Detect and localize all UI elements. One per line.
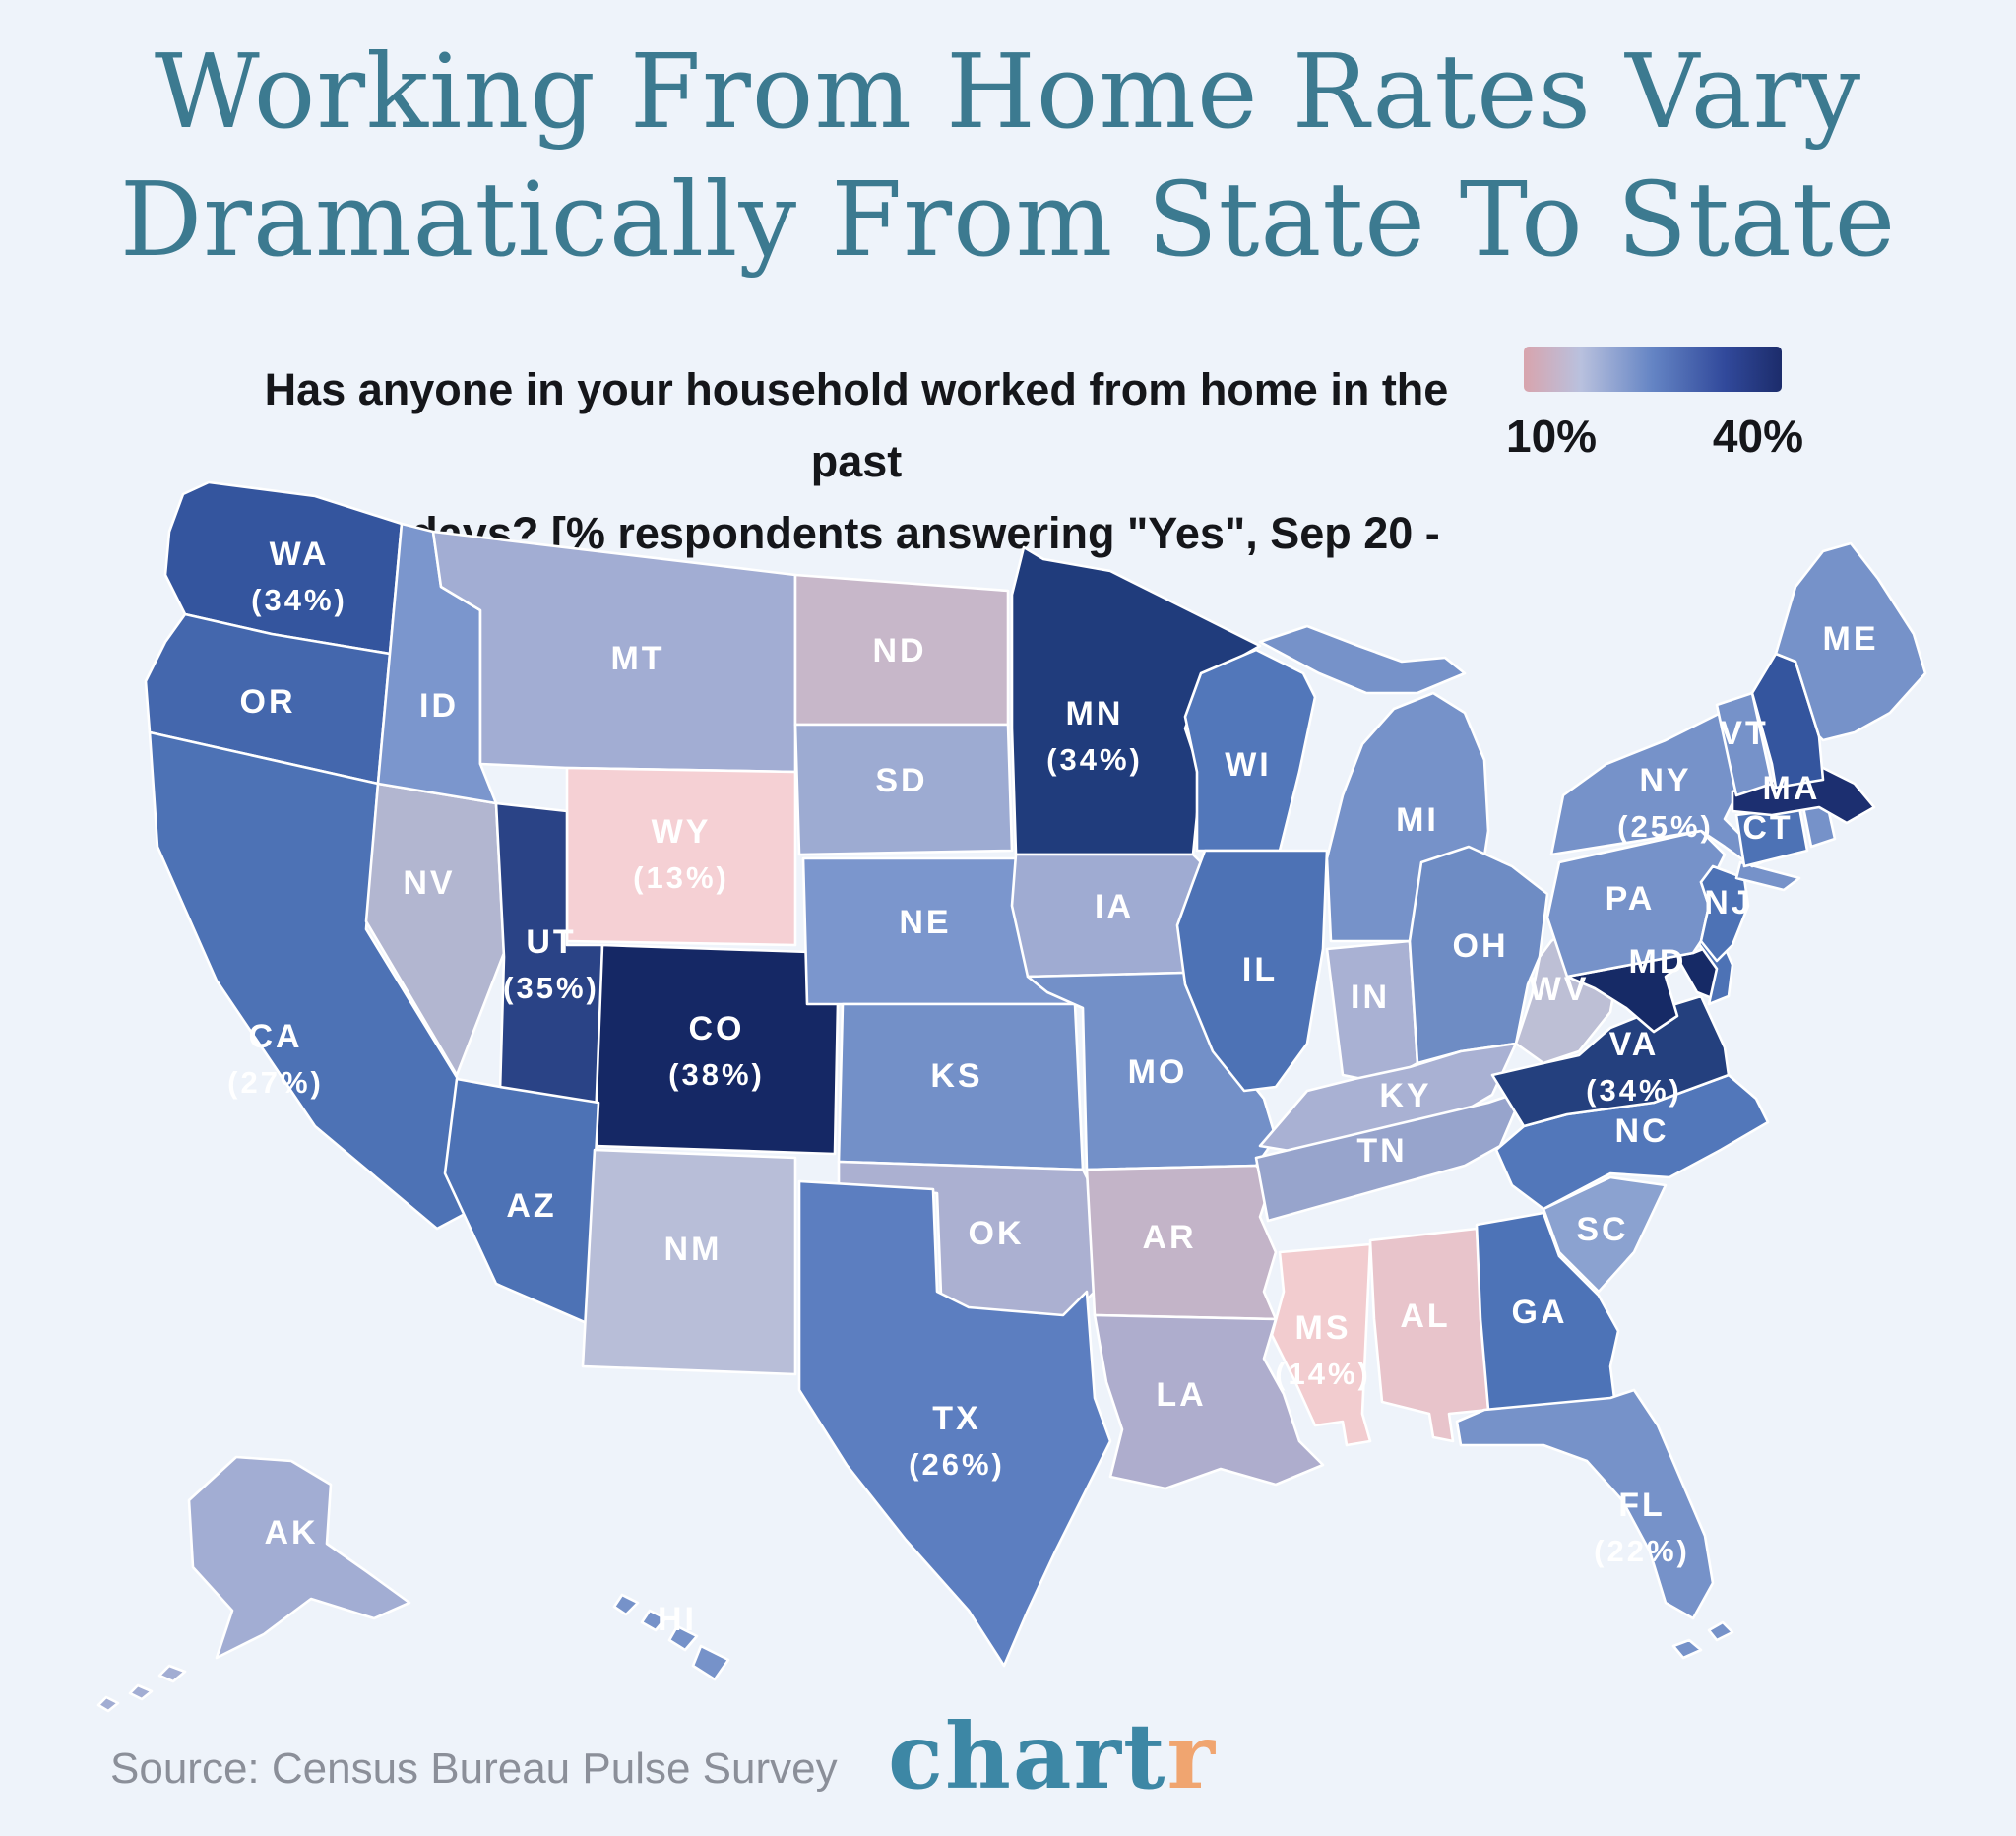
state-label-CO: CO [689,1010,745,1047]
state-MA [1731,766,1876,825]
state-value-TX: (26%) [909,1447,1005,1482]
state-label-NC: NC [1614,1112,1669,1150]
state-TX [797,1179,1112,1668]
state-VT [1715,691,1774,797]
state-label-NM: NM [664,1231,723,1268]
state-label-KY: KY [1379,1077,1431,1114]
state-label-LA: LA [1156,1376,1206,1414]
state-label-NE: NE [899,904,951,941]
title-line-1: Working From Home Rates Vary [154,32,1862,152]
state-value-MN: (34%) [1046,742,1143,777]
state-label-WI: WI [1225,746,1272,784]
logo-text-accent: r [1166,1703,1217,1809]
state-label-IL: IL [1242,951,1278,988]
state-label-MD: MD [1629,943,1687,981]
state-label-IN: IN [1351,979,1390,1016]
state-label-WY: WY [652,813,712,851]
state-label-WA: WA [270,536,330,573]
state-label-MO: MO [1128,1053,1188,1091]
state-label-MS: MS [1295,1309,1352,1347]
state-value-CA: (27%) [227,1065,324,1100]
state-value-VA: (34%) [1586,1073,1682,1108]
title-line-2: Dramatically From State To State [119,159,1897,280]
logo-text-main: chart [888,1703,1167,1809]
state-SC [1542,1175,1668,1294]
state-label-SC: SC [1576,1211,1628,1248]
state-label-MA: MA [1763,770,1821,807]
state-label-VA: VA [1609,1026,1660,1063]
state-label-NV: NV [403,864,455,902]
state-value-WA: (34%) [251,583,347,617]
state-AL [1368,1227,1490,1443]
state-label-CT: CT [1742,809,1793,847]
state-label-IA: IA [1095,888,1134,925]
state-label-TX: TX [932,1400,980,1437]
state-label-FL: FL [1618,1487,1666,1524]
state-value-CO: (38%) [668,1057,765,1092]
state-HI [612,1593,730,1681]
state-NM [581,1148,797,1376]
state-label-OH: OH [1453,927,1509,965]
state-ME [1774,541,1927,742]
state-GA [1475,1211,1620,1412]
chartr-logo: chartr [888,1703,1217,1809]
legend-max-label: 40% [1712,411,1803,462]
state-label-MT: MT [610,640,664,677]
legend-gradient-bar [1524,347,1782,392]
state-value-MS: (14%) [1275,1357,1371,1391]
state-MS [1270,1242,1372,1447]
state-label-GA: GA [1512,1294,1568,1331]
state-label-UT: UT [526,923,576,961]
state-IL [1175,849,1329,1093]
state-LA [1093,1313,1325,1490]
state-label-WV: WV [1530,971,1590,1008]
state-FL [1455,1388,1734,1660]
state-label-TN: TN [1356,1132,1407,1170]
state-label-KS: KS [930,1057,982,1095]
state-value-WY: (13%) [633,860,729,895]
state-label-CA: CA [248,1018,302,1055]
state-label-SD: SD [875,762,927,799]
page-title: Working From Home Rates Vary Dramatically… [0,28,2016,284]
state-value-UT: (35%) [503,971,599,1005]
state-CO [593,943,841,1156]
state-label-OR: OR [240,683,296,721]
state-WI [1183,648,1317,853]
state-SD [793,723,1014,856]
state-label-HI: HI [658,1601,697,1638]
legend-min-label: 10% [1506,411,1598,462]
us-choropleth-map: WA (34%) OR CA (27%) NV ID MT WY (13%) UT (35%) CO (3… [96,480,1927,1713]
state-AK [96,1455,411,1713]
state-label-AR: AR [1142,1219,1196,1256]
state-label-VT: VT [1720,715,1768,752]
state-value-NY: (25%) [1617,809,1714,844]
source-note: Source: Census Bureau Pulse Survey [110,1744,838,1793]
state-label-AZ: AZ [506,1187,556,1225]
state-label-NY: NY [1639,762,1691,799]
state-label-NJ: NJ [1704,884,1752,921]
state-WY [565,766,797,947]
state-VA [1490,994,1731,1128]
state-label-ME: ME [1823,620,1879,658]
state-label-ID: ID [419,687,459,725]
state-value-FL: (22%) [1594,1534,1690,1568]
state-NJ [1699,864,1750,963]
color-legend: 10% 40% [1506,347,1803,463]
state-label-ND: ND [872,632,926,669]
state-label-AL: AL [1400,1298,1450,1335]
state-label-MI: MI [1396,801,1439,839]
subtitle-line-1: Has anyone in your household worked from… [264,364,1449,486]
state-label-PA: PA [1606,880,1656,918]
state-label-OK: OK [969,1215,1025,1252]
state-label-AK: AK [264,1514,318,1551]
state-label-MN: MN [1066,695,1124,732]
